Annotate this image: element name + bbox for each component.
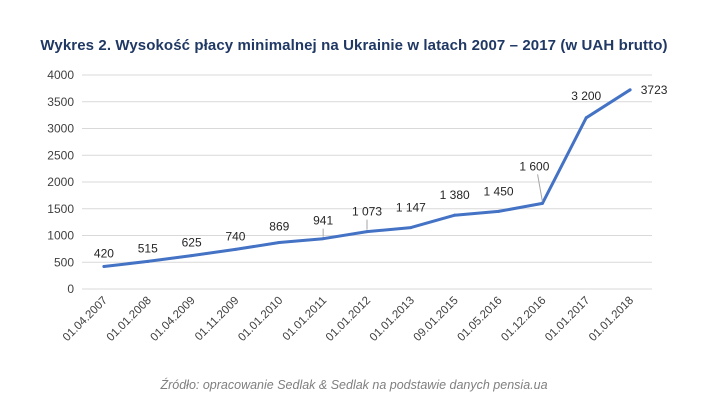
- data-label: 1 147: [396, 201, 426, 215]
- data-point: [233, 247, 237, 251]
- data-point: [628, 88, 632, 92]
- y-tick-label: 1000: [47, 229, 74, 243]
- chart-title: Wykres 2. Wysokość płacy minimalnej na U…: [40, 37, 668, 54]
- data-labels: 420 515 625 740 869 941 1 073 1 147 1 380 1 450 1 …: [94, 83, 668, 261]
- y-tick-label: 3500: [47, 95, 74, 109]
- data-label-leader: [537, 174, 543, 202]
- data-point: [540, 201, 544, 205]
- x-tick-label: 01.04.2009: [149, 295, 198, 344]
- data-point: [365, 230, 369, 234]
- y-tick-label: 2500: [47, 148, 74, 162]
- data-label: 3 200: [571, 89, 601, 103]
- data-label: 515: [138, 241, 158, 255]
- data-point: [146, 259, 150, 263]
- y-tick-label: 4000: [47, 68, 74, 82]
- y-tick-label: 3000: [47, 122, 74, 136]
- x-tick-label: 01.01.2012: [324, 295, 373, 344]
- x-tick-label: 01.04.2007: [61, 295, 110, 344]
- x-axis-ticks: 01.04.200701.01.200801.04.200901.11.2009…: [61, 295, 636, 344]
- x-tick-label: 01.11.2009: [193, 295, 242, 344]
- x-tick-label: 01.12.2016: [499, 295, 548, 344]
- data-label: 1 450: [484, 184, 514, 198]
- x-tick-label: 01.01.2010: [236, 295, 285, 344]
- x-tick-label: 09.01.2015: [412, 295, 461, 344]
- y-tick-label: 0: [67, 282, 74, 296]
- source-note: Źródło: opracowanie Sedlak & Sedlak na p…: [160, 378, 548, 392]
- data-point: [409, 226, 413, 230]
- x-tick-label: 01.01.2018: [587, 295, 636, 344]
- data-label: 1 600: [519, 159, 549, 173]
- y-tick-label: 2000: [47, 175, 74, 189]
- data-label: 3723: [641, 83, 668, 97]
- series-line-group: [102, 88, 632, 269]
- x-tick-label: 01.05.2016: [455, 295, 504, 344]
- data-point: [190, 254, 194, 258]
- gridlines: [82, 74, 652, 290]
- data-label: 869: [269, 220, 289, 234]
- data-label: 625: [182, 236, 202, 250]
- x-tick-label: 01.01.2017: [543, 295, 592, 344]
- y-tick-label: 500: [54, 255, 74, 269]
- data-point: [277, 241, 281, 245]
- x-tick-label: 01.01.2013: [368, 295, 417, 344]
- data-label: 740: [225, 229, 245, 243]
- data-point: [453, 213, 457, 217]
- y-axis-ticks: 0 500 1000 1500 2000 2500 3000 3500 4000: [47, 68, 74, 296]
- data-label: 1 380: [440, 188, 470, 202]
- x-tick-label: 01.01.2008: [105, 295, 154, 344]
- data-point: [102, 265, 106, 269]
- x-tick-label: 01.01.2011: [281, 295, 330, 344]
- data-point: [321, 237, 325, 241]
- data-label: 420: [94, 247, 114, 261]
- data-label: 941: [313, 214, 333, 228]
- data-label: 1 073: [352, 205, 382, 219]
- y-tick-label: 1500: [47, 202, 74, 216]
- data-point: [584, 116, 588, 120]
- data-point: [497, 209, 501, 213]
